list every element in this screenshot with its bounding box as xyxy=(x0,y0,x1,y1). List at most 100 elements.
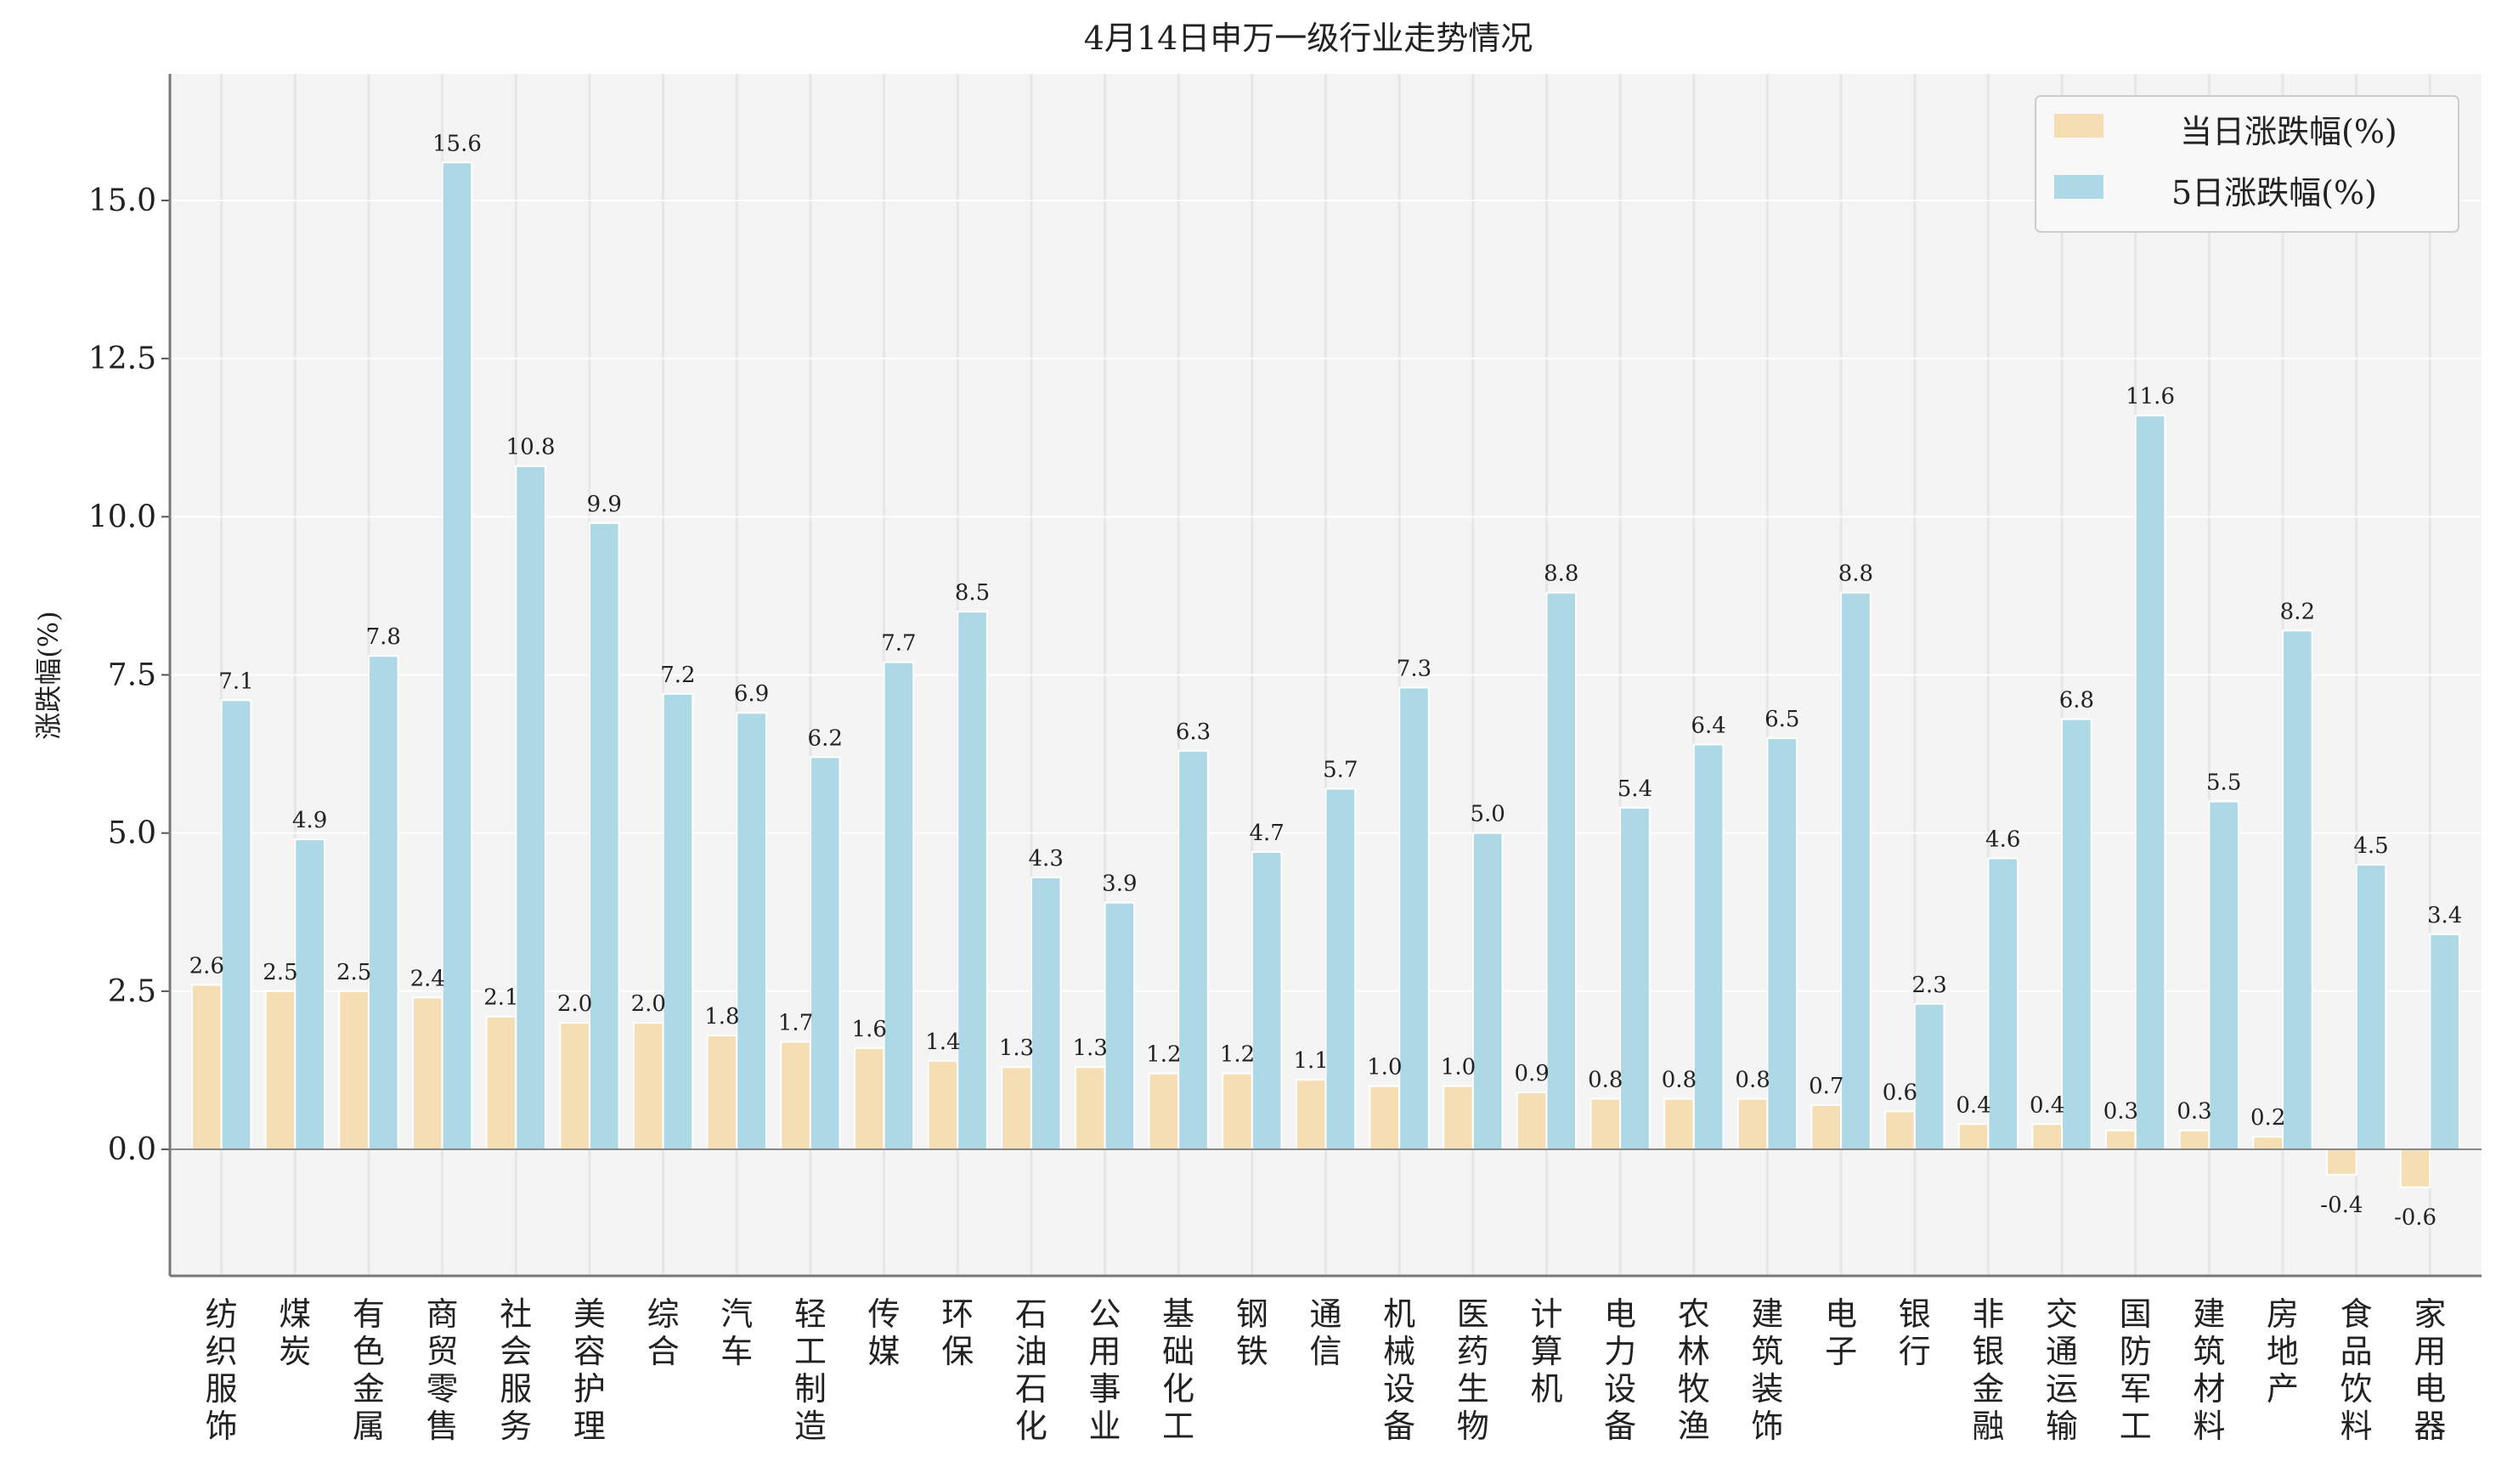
x-tick-char: 轻 xyxy=(794,1295,827,1333)
legend: 当日涨跌幅(%) 5日涨跌幅(%) xyxy=(2035,95,2459,233)
bar-daily xyxy=(411,996,443,1151)
data-label: 2.5 xyxy=(336,960,371,985)
bar-daily xyxy=(1516,1092,1548,1151)
x-tick-char: 基 xyxy=(1162,1295,1194,1333)
bar-daily xyxy=(2178,1129,2211,1151)
x-tick-char: 理 xyxy=(573,1408,606,1445)
x-tick-char: 有 xyxy=(353,1295,385,1333)
data-label: 3.4 xyxy=(2427,903,2462,928)
bar-5day xyxy=(957,611,988,1151)
x-tick-char: 军 xyxy=(2120,1370,2152,1408)
data-label: 5.0 xyxy=(1470,802,1505,827)
bar-daily xyxy=(2252,1136,2284,1151)
bar-daily xyxy=(485,1015,517,1151)
data-label: 0.6 xyxy=(1883,1080,1917,1105)
x-tick-char: 房 xyxy=(2267,1295,2299,1333)
data-label: 8.2 xyxy=(2280,599,2315,624)
x-tick-char: 容 xyxy=(573,1333,606,1370)
bars xyxy=(190,161,2461,1188)
x-tick-char: 机 xyxy=(1383,1295,1415,1333)
data-label: 10.8 xyxy=(506,435,556,460)
data-label: 6.4 xyxy=(1691,713,1725,738)
legend-swatch-daily xyxy=(2054,114,2103,138)
data-label: 2.1 xyxy=(483,985,518,1011)
data-label: 0.8 xyxy=(1735,1067,1770,1092)
y-tick-label: 15.0 xyxy=(88,183,156,218)
data-label: 1.2 xyxy=(1146,1042,1181,1068)
x-tick-char: 建 xyxy=(1751,1295,1783,1333)
x-tick-char: 护 xyxy=(573,1370,606,1408)
data-label: 0.7 xyxy=(1809,1074,1844,1099)
bar-5day xyxy=(2429,933,2461,1151)
bar-daily xyxy=(2326,1148,2357,1176)
data-label: 7.2 xyxy=(660,663,695,688)
y-tick-label: 12.5 xyxy=(88,341,156,376)
data-label: 8.8 xyxy=(1544,561,1578,587)
x-tick-char: 行 xyxy=(1899,1333,1931,1370)
bar-5day xyxy=(1987,857,2019,1151)
x-tick-char: 造 xyxy=(794,1408,827,1445)
data-label: 1.8 xyxy=(704,1004,739,1030)
x-tick-char: 保 xyxy=(941,1333,974,1370)
data-label: 4.7 xyxy=(1249,821,1284,846)
bar-daily xyxy=(1736,1097,1769,1151)
data-label: 0.3 xyxy=(2177,1099,2211,1125)
bar-5day xyxy=(1398,686,1430,1151)
x-tick-char: 服 xyxy=(206,1370,238,1408)
x-tick-char: 产 xyxy=(2267,1370,2299,1408)
x-tick-char: 车 xyxy=(720,1333,753,1370)
data-label: 9.9 xyxy=(587,492,622,517)
bar-5day xyxy=(1692,743,1725,1151)
x-tick-char: 石 xyxy=(1015,1370,1047,1408)
x-tick-char: 美 xyxy=(573,1295,606,1333)
x-tick-char: 饮 xyxy=(2340,1370,2373,1408)
data-label: 1.6 xyxy=(852,1017,887,1042)
x-tick-char: 器 xyxy=(2414,1408,2446,1445)
x-tick-char: 地 xyxy=(2267,1333,2299,1370)
x-tick-char: 防 xyxy=(2120,1333,2152,1370)
bar-daily xyxy=(264,990,296,1151)
bar-5day xyxy=(367,655,399,1151)
x-tick-label: 计算机 xyxy=(1530,1295,1562,1408)
x-tick-char: 家 xyxy=(2414,1295,2446,1333)
x-tick-char: 渔 xyxy=(1678,1408,1710,1445)
data-label: 0.4 xyxy=(2030,1092,2064,1118)
x-tick-char: 饰 xyxy=(1751,1408,1783,1445)
data-label: 1.4 xyxy=(925,1030,960,1055)
x-tick-char: 电 xyxy=(2414,1370,2446,1408)
bar-5day xyxy=(1840,591,1872,1151)
data-label: 1.3 xyxy=(1073,1035,1108,1061)
bar-5day xyxy=(1545,591,1578,1151)
data-label: 6.2 xyxy=(808,725,843,751)
bar-5day xyxy=(1104,901,1136,1151)
x-tick-char: 石 xyxy=(1015,1295,1047,1333)
bar-5day xyxy=(2282,629,2313,1151)
y-tick-label: 5.0 xyxy=(108,816,156,851)
x-tick-char: 综 xyxy=(647,1295,680,1333)
x-tick-char: 饰 xyxy=(206,1408,238,1445)
x-tick-char: 林 xyxy=(1678,1333,1710,1370)
x-tick-label: 综合 xyxy=(647,1295,680,1370)
bar-5day xyxy=(736,712,767,1151)
bar-daily xyxy=(1810,1103,1843,1151)
bar-5day xyxy=(1766,736,1798,1151)
bar-5day xyxy=(588,522,620,1151)
x-tick-char: 商 xyxy=(426,1295,459,1333)
bar-daily xyxy=(2105,1129,2137,1151)
chart-title: 4月14日申万一级行业走势情况 xyxy=(1084,20,1533,57)
x-tick-char: 电 xyxy=(1825,1295,1857,1333)
bar-5day xyxy=(2061,718,2092,1151)
data-label: 4.5 xyxy=(2353,833,2388,859)
x-tick-char: 织 xyxy=(206,1333,238,1370)
data-label: 0.9 xyxy=(1514,1061,1549,1086)
x-tick-char: 运 xyxy=(2046,1370,2078,1408)
bar-daily xyxy=(1074,1066,1106,1151)
